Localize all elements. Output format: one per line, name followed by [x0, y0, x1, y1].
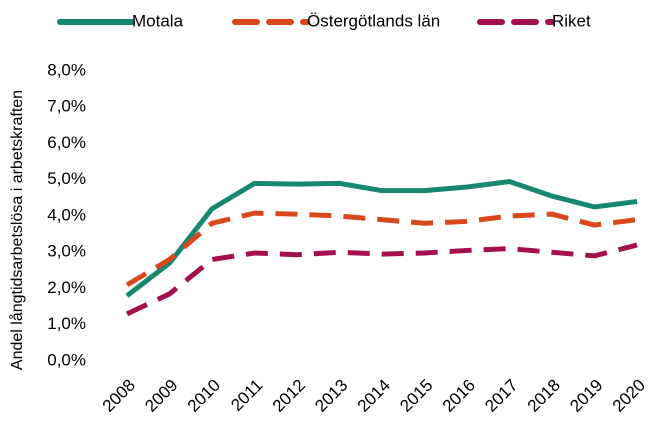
x-tick-label: 2018	[524, 376, 564, 416]
x-tick-label: 2008	[99, 376, 139, 416]
y-tick-label: 5,0%	[47, 169, 86, 188]
legend-label: Motala	[132, 11, 184, 30]
x-tick-label: 2009	[141, 376, 181, 416]
y-tick-label: 7,0%	[47, 97, 86, 116]
x-tick-label: 2016	[439, 376, 479, 416]
y-tick-label: 8,0%	[47, 60, 86, 79]
y-tick-label: 6,0%	[47, 133, 86, 152]
line-series	[125, 179, 638, 298]
x-tick-label: 2019	[566, 376, 606, 416]
y-tick-label: 3,0%	[47, 242, 86, 261]
x-tick-label: 2012	[269, 376, 309, 416]
x-tick-label: 2020	[609, 376, 649, 416]
legend-label: Östergötlands län	[307, 11, 440, 30]
y-tick-label: 1,0%	[47, 314, 86, 333]
y-axis-label: Andel långtidsarbetslösa i arbetskraften	[8, 90, 26, 370]
line-series	[125, 210, 638, 288]
x-tick-label: 2015	[396, 376, 436, 416]
y-tick-label: 4,0%	[47, 205, 86, 224]
x-tick-label: 2011	[227, 376, 266, 415]
line-series	[125, 242, 638, 317]
x-tick-label: 2010	[184, 376, 224, 416]
x-tick-label: 2017	[481, 376, 521, 416]
legend-label: Riket	[552, 11, 591, 30]
x-tick-label: 2013	[311, 376, 351, 416]
y-tick-label: 2,0%	[47, 278, 86, 297]
y-tick-label: 0,0%	[47, 350, 86, 369]
x-tick-label: 2014	[354, 376, 394, 416]
